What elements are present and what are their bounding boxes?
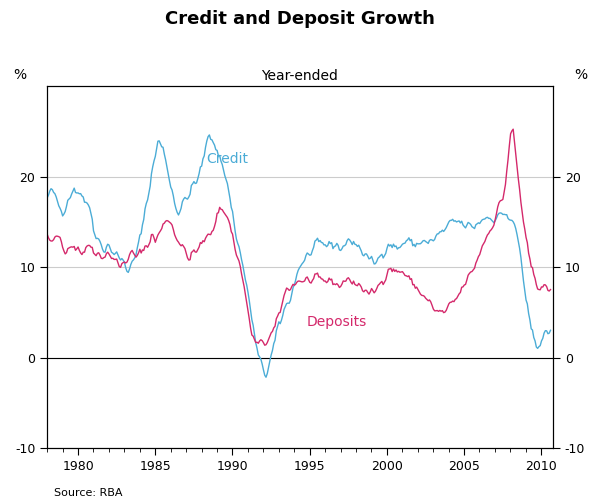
Text: Deposits: Deposits (307, 315, 367, 329)
Text: %: % (574, 68, 587, 82)
Text: %: % (13, 68, 26, 82)
Text: Credit: Credit (206, 152, 248, 166)
Title: Year-ended: Year-ended (262, 69, 338, 83)
Text: Source: RBA: Source: RBA (54, 488, 122, 498)
Text: Credit and Deposit Growth: Credit and Deposit Growth (165, 10, 435, 28)
